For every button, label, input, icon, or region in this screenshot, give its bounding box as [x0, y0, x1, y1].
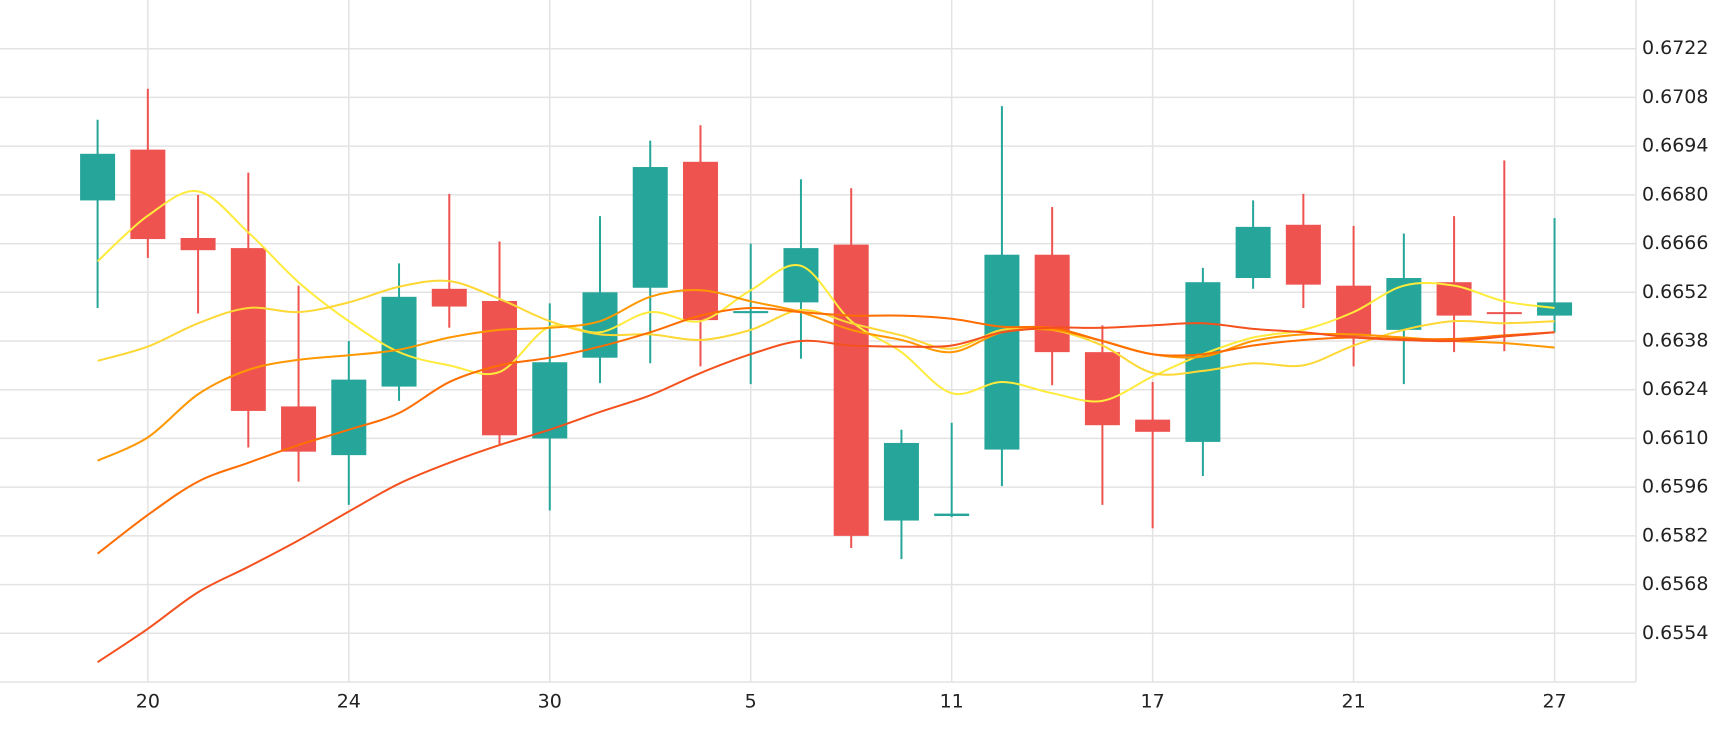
x-tick-label: 24 [337, 691, 361, 713]
y-tick-label: 0.6596 [1642, 476, 1708, 498]
x-tick-label: 27 [1542, 691, 1566, 713]
candle-body [1436, 282, 1472, 316]
candle-body [381, 296, 417, 387]
candle-body [883, 442, 919, 521]
y-tick-label: 0.6666 [1642, 232, 1708, 254]
candle-body [783, 248, 819, 303]
candle-body [80, 153, 116, 201]
y-tick-label: 0.6582 [1642, 524, 1708, 546]
axes: 0.6554 0.6568 0.6582 0.6596 0.6610 0.6624 0.66… [136, 37, 1709, 712]
moving-average-line [97, 322, 1555, 663]
candle-body [431, 288, 467, 307]
candle-body [1486, 312, 1522, 315]
candle-body [632, 167, 668, 288]
x-tick-label: 20 [136, 691, 160, 713]
candle-body [582, 292, 618, 358]
x-tick-label: 5 [745, 691, 757, 713]
candle-body [1034, 254, 1070, 353]
candle-body [180, 238, 216, 251]
candle-body [984, 254, 1020, 450]
moving-average-line [96, 190, 1555, 403]
candle-body [1235, 226, 1271, 279]
y-tick-label: 0.6694 [1642, 135, 1708, 157]
y-tick-label: 0.6652 [1642, 281, 1708, 303]
y-tick-label: 0.6680 [1642, 183, 1708, 205]
x-tick-label: 21 [1342, 691, 1366, 713]
candle-body [1084, 352, 1120, 426]
y-tick-label: 0.6554 [1642, 622, 1708, 644]
y-tick-label: 0.6722 [1642, 37, 1708, 59]
x-tick-label: 11 [940, 691, 964, 713]
candle-body [532, 362, 568, 439]
x-tick-label: 17 [1141, 691, 1165, 713]
moving-average-line [97, 279, 1555, 376]
candle-body [1537, 302, 1573, 316]
candle-body [934, 513, 970, 517]
y-tick-label: 0.6568 [1642, 573, 1708, 595]
candle-body [733, 311, 769, 314]
y-tick-label: 0.6638 [1642, 330, 1708, 352]
candle-body [1185, 282, 1221, 442]
y-tick-label: 0.6624 [1642, 378, 1708, 400]
candle-body [833, 244, 869, 536]
candle-body [1285, 224, 1321, 285]
candle-body [1135, 419, 1171, 432]
moving-average-line [96, 306, 1555, 555]
y-tick-label: 0.6610 [1642, 427, 1708, 449]
candle-body [230, 248, 266, 411]
plot-area [80, 88, 1573, 663]
candle-body [331, 379, 367, 456]
candle-body [682, 161, 718, 321]
y-tick-label: 0.6708 [1642, 86, 1708, 108]
x-tick-label: 30 [538, 691, 562, 713]
moving-average-line [97, 289, 1555, 462]
